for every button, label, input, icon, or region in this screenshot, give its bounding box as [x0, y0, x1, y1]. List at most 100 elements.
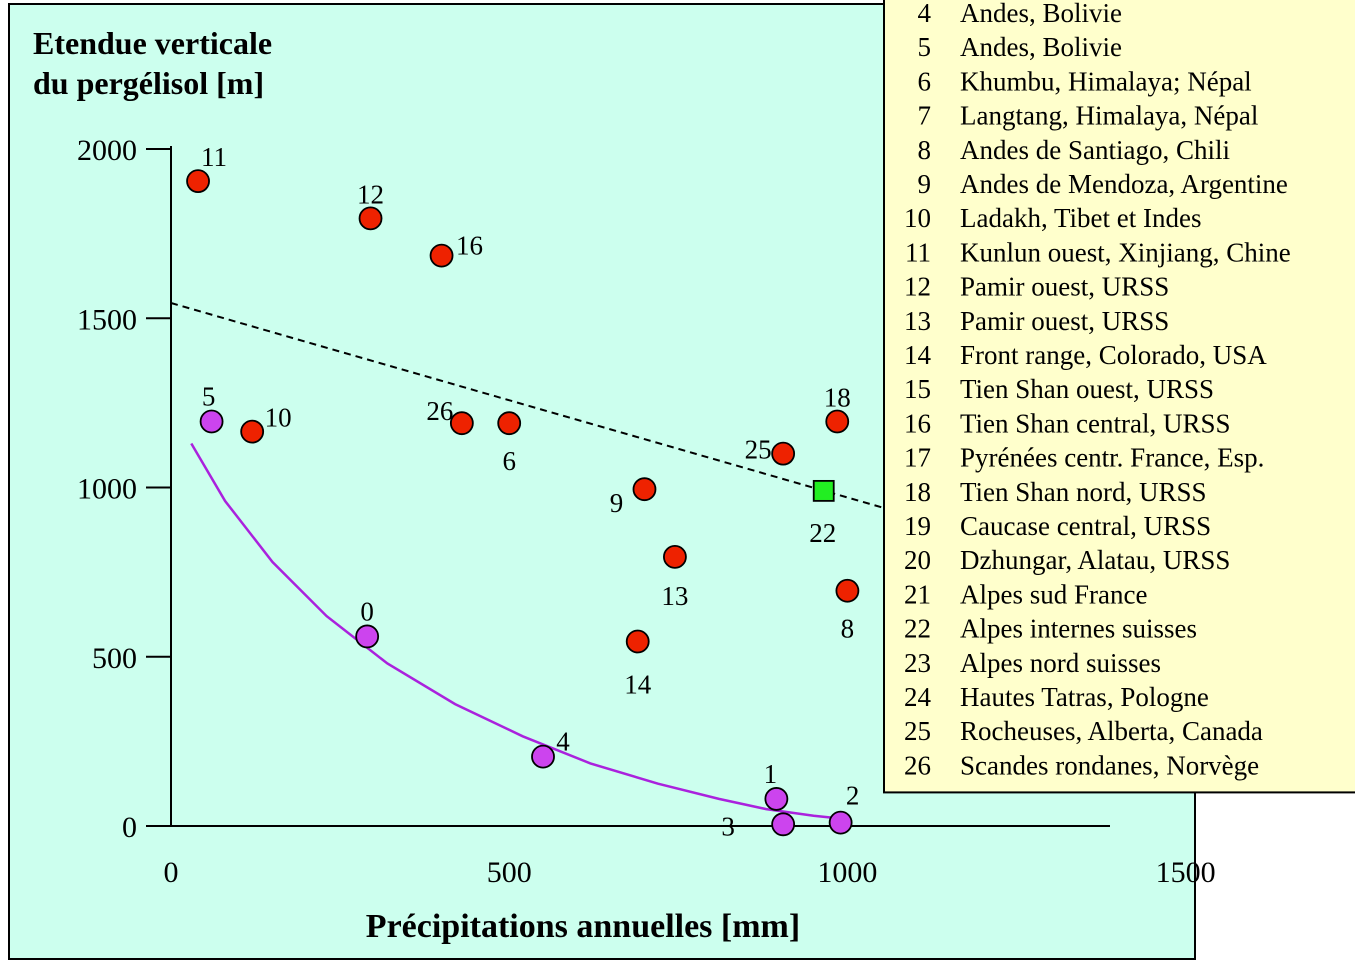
circle-point-5: [199, 409, 224, 434]
legend-entry-text: Khumbu, Himalaya; Népal: [960, 66, 1252, 96]
point-label-8: 8: [841, 614, 855, 644]
legend-entry-number: 4: [918, 0, 932, 28]
legend-entry-number: 21: [904, 579, 931, 609]
legend-entry-text: Alpes internes suisses: [960, 614, 1197, 644]
point-label-22: 22: [809, 518, 836, 548]
legend-entry-text: Kunlun ouest, Xinjiang, Chine: [960, 237, 1291, 267]
fit-curve: [190, 442, 848, 821]
circle-point-3: [771, 812, 796, 837]
point-label-25: 25: [745, 435, 772, 465]
legend-entry-number: 13: [904, 306, 931, 336]
legend-entry-number: 19: [904, 511, 931, 541]
legend: 4 Andes, Bolivie 5 Andes, Bolivie 6 Khumbu, H…: [883, 0, 1355, 794]
y-tick-label: 1500: [77, 303, 137, 336]
trend-lines: [170, 302, 1355, 821]
y-axis-title-line-2: du pergélisol [m]: [33, 65, 264, 101]
y-tick-label: 1000: [77, 473, 137, 506]
y-tick-label: 0: [122, 811, 137, 844]
legend-entry-text: Pyrénées centr. France, Esp.: [960, 443, 1264, 473]
legend-entry-text: Dzhungar, Alatau, URSS: [960, 545, 1230, 575]
point-label-12: 12: [357, 179, 384, 209]
axes: 05001000150020000500100015002000: [77, 134, 1216, 889]
legend-entry-text: Rocheuses, Alberta, Canada: [960, 716, 1263, 746]
circle-point-18: [825, 409, 850, 434]
legend-entry-text: Tien Shan ouest, URSS: [960, 374, 1214, 404]
circle-point-1: [764, 787, 789, 811]
legend-entry-number: 7: [918, 101, 932, 131]
legend-entry-number: 26: [904, 750, 931, 780]
legend-entry-text: Caucase central, URSS: [960, 511, 1211, 541]
x-tick-label: 1000: [817, 856, 877, 889]
point-label-13: 13: [661, 581, 688, 611]
circle-point-14: [625, 629, 650, 654]
point-label-16: 16: [456, 231, 483, 261]
legend-entry-number: 14: [904, 340, 932, 370]
legend-entry-text: Tien Shan nord, URSS: [960, 477, 1207, 507]
y-axis-title-line-1: Etendue verticale: [33, 25, 272, 61]
legend-entry-number: 17: [904, 443, 931, 473]
legend-entry-text: Andes de Santiago, Chili: [960, 135, 1230, 165]
circle-point-0: [355, 624, 380, 649]
point-label-11: 11: [201, 142, 227, 172]
legend-entry-number: 18: [904, 477, 931, 507]
legend-entry-number: 8: [918, 135, 932, 165]
circle-point-10: [240, 419, 265, 444]
legend-entry-number: 20: [904, 545, 931, 575]
legend-entry-text: Andes de Mendoza, Argentine: [960, 169, 1288, 199]
circle-point-4: [531, 744, 555, 769]
legend-entry-text: Hautes Tatras, Pologne: [960, 682, 1209, 712]
circle-point-6: [497, 411, 522, 436]
legend-entry-text: Ladakh, Tibet et Indes: [960, 203, 1201, 233]
square-point-22: [812, 479, 835, 502]
legend-entry-number: 25: [904, 716, 931, 746]
point-label-18: 18: [824, 382, 851, 412]
legend-entry-text: Pamir ouest, URSS: [960, 272, 1169, 302]
legend-entry-number: 15: [904, 374, 931, 404]
circle-point-2: [828, 810, 853, 835]
legend-entry-number: 23: [904, 648, 931, 678]
point-label-4: 4: [556, 727, 570, 757]
legend-entry-number: 16: [904, 408, 931, 438]
legend-entry-text: Andes, Bolivie: [960, 0, 1122, 28]
y-tick-label: 500: [92, 642, 137, 675]
x-tick-label: 500: [487, 856, 532, 889]
circle-point-25: [771, 441, 796, 466]
point-label-14: 14: [624, 670, 652, 700]
point-label-3: 3: [721, 811, 735, 841]
legend-entry-number: 11: [905, 237, 931, 267]
circle-point-26: [449, 411, 474, 436]
circle-point-11: [186, 169, 210, 194]
legend-entry-text: Tien Shan central, URSS: [960, 408, 1231, 438]
x-tick-label: 1500: [1156, 856, 1216, 889]
legend-entry-number: 24: [904, 682, 932, 712]
legend-box: [883, 0, 1355, 794]
legend-entry-number: 6: [918, 66, 932, 96]
legend-entry-number: 12: [904, 272, 931, 302]
point-label-6: 6: [502, 446, 516, 476]
circle-point-9: [632, 477, 657, 502]
point-label-10: 10: [265, 403, 292, 433]
circle-point-16: [429, 243, 454, 268]
legend-entry-text: Langtang, Himalaya, Népal: [960, 101, 1258, 131]
legend-entry-number: 9: [918, 169, 932, 199]
point-label-9: 9: [610, 488, 624, 518]
x-tick-label: 0: [164, 856, 179, 889]
axis-titles: Etendue verticale du pergélisol [m] Préc…: [33, 25, 800, 945]
point-label-0: 0: [360, 596, 374, 626]
circle-point-8: [835, 578, 860, 603]
legend-entry-text: Front range, Colorado, USA: [960, 340, 1267, 370]
point-label-1: 1: [764, 759, 778, 789]
point-label-5: 5: [202, 381, 216, 411]
legend-entry-number: 10: [904, 203, 931, 233]
legend-entry-text: Alpes nord suisses: [960, 648, 1161, 678]
circle-point-12: [358, 206, 383, 231]
legend-entry-text: Andes, Bolivie: [960, 32, 1122, 62]
point-label-2: 2: [846, 781, 860, 811]
point-label-26: 26: [426, 396, 453, 426]
legend-entry-text: Alpes sud France: [960, 579, 1147, 609]
legend-entry-number: 5: [918, 32, 932, 62]
legend-entry-number: 22: [904, 614, 931, 644]
y-tick-label: 2000: [77, 134, 137, 167]
